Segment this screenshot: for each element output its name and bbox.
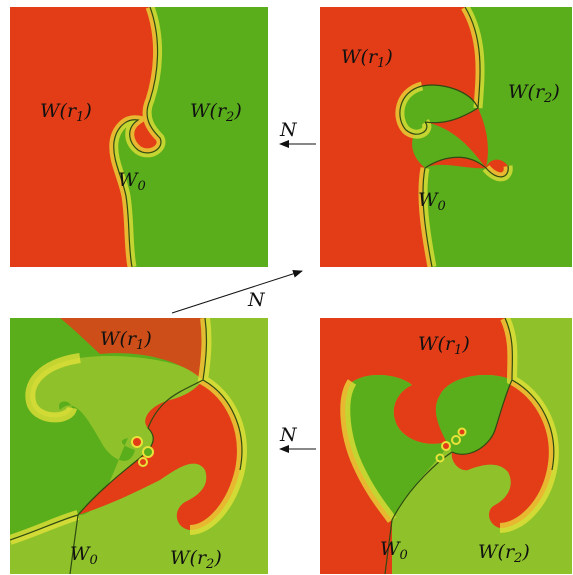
label-w0-top-left: W0 (118, 169, 146, 194)
arrow-diagonal: N (171, 269, 303, 314)
arrow-bottom: N (279, 424, 316, 453)
label-w-r1-top-right: W(r1) (341, 46, 393, 71)
label-w-r2-bottom-right: W(r2) (478, 541, 530, 566)
panel-bottom-left (10, 318, 268, 574)
interface-line (113, 7, 162, 267)
green-swirl-inner (412, 122, 486, 168)
arrow-bottom-label: N (279, 424, 298, 446)
label-w-r1-bottom-right: W(r1) (418, 333, 470, 358)
center-small-swirls (435, 427, 467, 463)
label-w0-top-right: W0 (418, 189, 446, 214)
label-w-r1-top-left: W(r1) (40, 100, 92, 125)
label-w-r2-bottom-left: W(r2) (170, 547, 222, 572)
label-w0-bottom-left: W0 (70, 543, 98, 568)
red-region-main (78, 380, 242, 530)
arrow-top-label: N (279, 119, 298, 141)
panel-top-right (320, 7, 572, 267)
label-w0-bottom-right: W0 (380, 538, 408, 563)
panel-bottom-right (320, 318, 572, 574)
label-w-r2-top-left: W(r2) (190, 100, 242, 125)
green-region (10, 318, 207, 540)
interface-line (384, 318, 555, 574)
interface-line (399, 7, 509, 267)
label-w-r2-top-right: W(r2) (508, 81, 560, 106)
center-small-swirls (131, 436, 154, 467)
arrow-top: N (279, 119, 316, 148)
arrow-diagonal-label: N (247, 289, 266, 311)
red-region-top (60, 318, 207, 380)
panel-top-left (10, 7, 268, 267)
label-w-r1-bottom-left: W(r1) (100, 328, 152, 353)
arrow-diagonal-line (171, 269, 303, 314)
red-region-right (451, 380, 554, 528)
red-region-left (320, 318, 513, 574)
